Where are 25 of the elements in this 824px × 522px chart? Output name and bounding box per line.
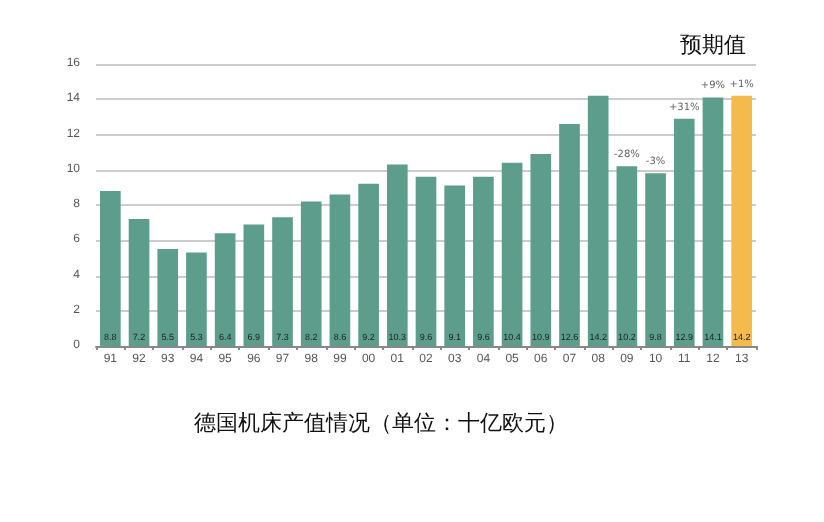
bar [645, 173, 666, 346]
bar [386, 164, 408, 346]
bar [501, 162, 523, 346]
bar [473, 176, 494, 346]
bar [673, 118, 695, 346]
bar [186, 252, 207, 346]
bar [100, 190, 121, 346]
bar [243, 224, 265, 346]
bar [702, 97, 724, 346]
bar [128, 219, 150, 346]
bar [329, 194, 351, 346]
text: 预期值 [680, 32, 746, 58]
bar [444, 185, 466, 346]
bar [559, 123, 580, 346]
bar [587, 95, 609, 346]
bar [272, 217, 293, 346]
bar [415, 176, 437, 346]
bar [300, 201, 322, 346]
bar [157, 249, 179, 346]
bar [214, 233, 236, 346]
bar [358, 183, 379, 346]
bar [530, 153, 552, 346]
text: 德国机床产值情况（单位：十亿欧元） [194, 410, 568, 436]
bar [616, 166, 638, 346]
bar [731, 95, 752, 346]
